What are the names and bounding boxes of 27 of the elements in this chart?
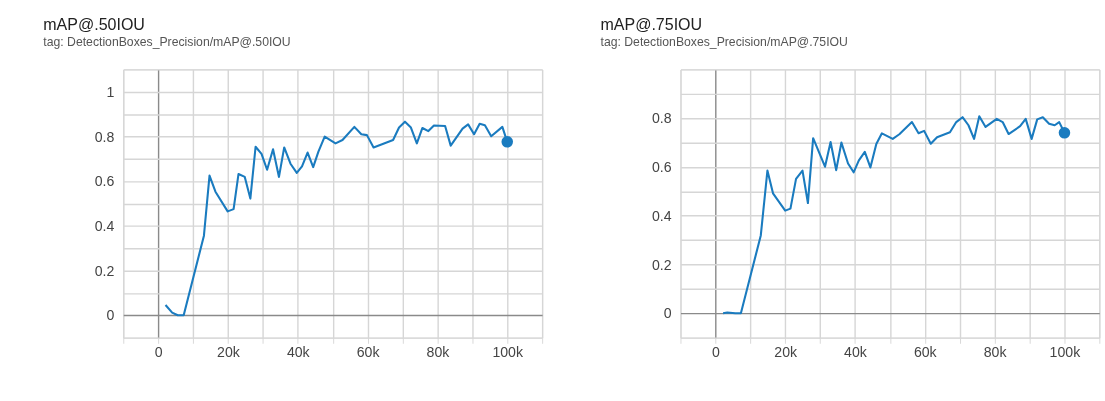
x-tick-label: 20k [217,343,241,360]
x-tick-label: 0 [711,343,720,360]
x-tick-label: 60k [913,343,938,360]
chart-subtitle: tag: DetectionBoxes_Precision/mAP@.75IOU [600,34,848,49]
y-tick-label: 0.6 [651,159,672,176]
y-tick-label: 0.6 [94,173,115,190]
y-tick-label: 0 [663,305,672,322]
y-tick-label: 0 [106,307,115,324]
x-tick-label: 0 [154,343,163,360]
x-tick-label: 40k [844,343,868,360]
y-tick-label: 0.2 [94,262,115,279]
x-tick-label: 100k [1049,343,1082,360]
x-tick-label: 20k [774,343,799,360]
x-tick-label: 60k [356,343,381,360]
chart-title: mAP@.75IOU [600,15,703,33]
y-tick-label: 0.4 [651,207,672,224]
chart-title: mAP@.50IOU [43,15,145,33]
y-tick-label: 0.4 [94,218,115,235]
x-tick-label: 100k [492,343,524,360]
y-tick-label: 1 [106,83,115,100]
x-tick-label: 80k [426,343,451,360]
y-tick-label: 0.8 [651,110,672,127]
x-tick-label: 80k [983,343,1008,360]
x-tick-label: 40k [286,343,311,360]
y-tick-label: 0.2 [651,256,672,273]
y-tick-label: 0.8 [94,128,115,145]
chart-subtitle: tag: DetectionBoxes_Precision/mAP@.50IOU [43,34,291,49]
